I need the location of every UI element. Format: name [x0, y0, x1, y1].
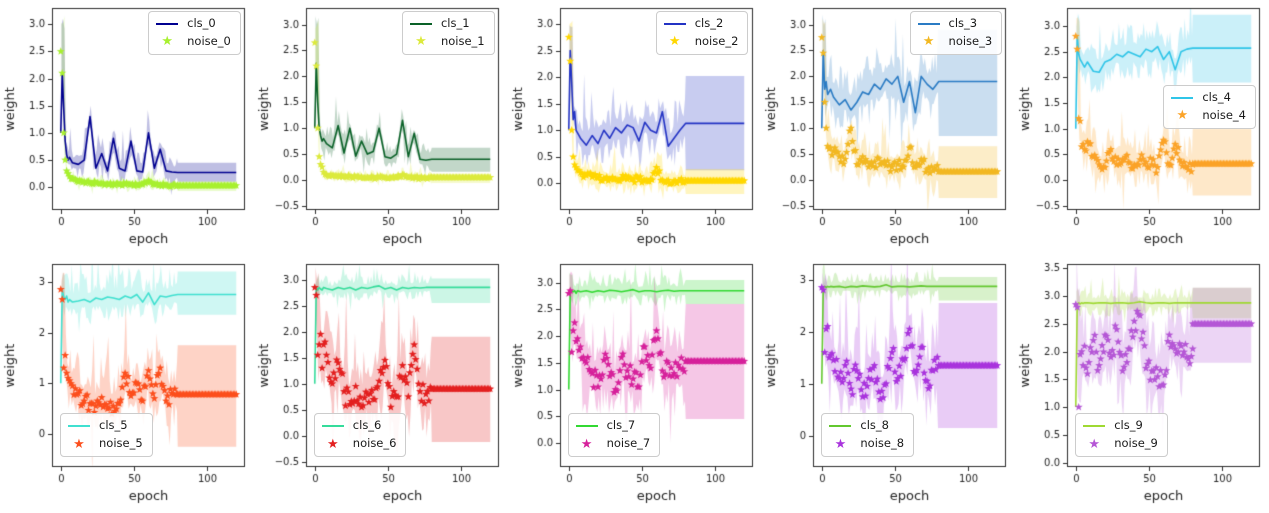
subplot-6-canvas [253, 256, 508, 513]
star-marker-icon: ★ [73, 436, 85, 452]
line-swatch-icon [68, 425, 90, 428]
star-marker-icon: ★ [580, 436, 593, 452]
subplot-2: cls_2 ★ noise_2 [507, 0, 762, 256]
subplot-1: cls_1 ★ noise_1 [253, 0, 508, 256]
subplot-9-canvas [1015, 256, 1269, 513]
legend-label: noise_5 [99, 436, 143, 451]
legend-item-noise_4: ★ noise_4 [1171, 107, 1246, 125]
subplot-6: cls_6 ★ noise_6 [253, 256, 508, 513]
legend-item-noise_6: ★ noise_6 [322, 435, 397, 453]
legend-item-cls_2: cls_2 [663, 15, 739, 33]
legend-item-cls_5: cls_5 [68, 417, 143, 435]
line-swatch-icon [917, 22, 940, 25]
legend-item-noise_8: ★ noise_8 [829, 435, 904, 453]
legend-label: cls_5 [99, 418, 128, 433]
line-swatch-icon [409, 22, 432, 25]
legend-label: cls_1 [440, 16, 470, 30]
subplot-8-canvas [761, 256, 1016, 513]
line-swatch-icon [575, 425, 598, 428]
line-swatch-icon [156, 22, 179, 25]
legend-item-noise_1: ★ noise_1 [410, 33, 485, 51]
legend-cls_1: cls_1 ★ noise_1 [401, 11, 495, 55]
subplot-0: cls_0 ★ noise_0 [0, 0, 254, 256]
legend-label: cls_2 [694, 16, 724, 30]
legend-label: noise_2 [694, 33, 739, 48]
legend-cls_8: cls_8 ★ noise_8 [821, 413, 915, 457]
star-marker-icon: ★ [161, 34, 173, 50]
line-swatch-icon [1083, 425, 1106, 428]
legend-label: noise_9 [1114, 436, 1158, 451]
legend-label: cls_4 [1202, 90, 1231, 104]
legend-item-cls_4: cls_4 [1171, 89, 1246, 107]
legend-item-cls_0: cls_0 [156, 15, 231, 33]
legend-item-noise_3: ★ noise_3 [918, 33, 993, 51]
legend-label: cls_6 [352, 418, 382, 433]
legend-label: noise_4 [1202, 107, 1246, 122]
legend-cls_9: cls_9 ★ noise_9 [1075, 413, 1168, 457]
star-marker-icon: ★ [1176, 108, 1189, 124]
legend-label: noise_0 [187, 33, 231, 48]
legend-cls_6: cls_6 ★ noise_6 [313, 413, 407, 457]
subplot-5: cls_5 ★ noise_5 [0, 256, 254, 513]
legend-cls_3: cls_3 ★ noise_3 [909, 11, 1003, 55]
legend-label: cls_0 [187, 16, 216, 30]
legend-item-noise_0: ★ noise_0 [156, 33, 231, 51]
subplot-9: cls_9 ★ noise_9 [1015, 256, 1269, 513]
line-swatch-icon [1171, 96, 1194, 99]
legend-cls_0: cls_0 ★ noise_0 [148, 11, 241, 55]
legend-item-cls_1: cls_1 [409, 15, 485, 33]
star-marker-icon: ★ [668, 34, 681, 50]
legend-cls_4: cls_4 ★ noise_4 [1163, 85, 1256, 129]
legend-item-noise_5: ★ noise_5 [68, 435, 143, 453]
subplot-7-canvas [507, 256, 762, 513]
subplot-4: cls_4 ★ noise_4 [1015, 0, 1269, 256]
legend-label: noise_6 [352, 436, 397, 451]
star-marker-icon: ★ [922, 34, 935, 50]
legend-item-cls_3: cls_3 [917, 15, 993, 33]
legend-cls_5: cls_5 ★ noise_5 [60, 413, 153, 457]
legend-cls_2: cls_2 ★ noise_2 [655, 11, 749, 55]
legend-label: cls_7 [606, 418, 636, 433]
legend-label: noise_3 [948, 33, 993, 48]
star-marker-icon: ★ [1088, 436, 1101, 452]
line-swatch-icon [829, 425, 852, 428]
legend-label: cls_3 [948, 16, 978, 30]
legend-label: cls_9 [1114, 418, 1143, 433]
legend-item-noise_9: ★ noise_9 [1083, 435, 1158, 453]
legend-item-cls_9: cls_9 [1083, 417, 1158, 435]
legend-label: cls_8 [860, 418, 889, 433]
legend-label: noise_8 [860, 436, 905, 451]
legend-item-noise_7: ★ noise_7 [576, 435, 651, 453]
subplot-5-canvas [0, 256, 254, 513]
star-marker-icon: ★ [326, 436, 339, 452]
legend-cls_7: cls_7 ★ noise_7 [567, 413, 661, 457]
star-marker-icon: ★ [415, 34, 427, 50]
subplot-8: cls_8 ★ noise_8 [761, 256, 1016, 513]
legend-item-cls_7: cls_7 [575, 417, 651, 435]
line-swatch-icon [663, 22, 686, 25]
legend-item-noise_2: ★ noise_2 [664, 33, 739, 51]
subplot-3: cls_3 ★ noise_3 [761, 0, 1016, 256]
legend-item-cls_8: cls_8 [829, 417, 904, 435]
line-swatch-icon [321, 425, 344, 428]
legend-label: noise_7 [606, 436, 651, 451]
legend-label: noise_1 [440, 33, 485, 48]
legend-item-cls_6: cls_6 [321, 417, 397, 435]
subplot-7: cls_7 ★ noise_7 [507, 256, 762, 513]
star-marker-icon: ★ [834, 436, 847, 452]
